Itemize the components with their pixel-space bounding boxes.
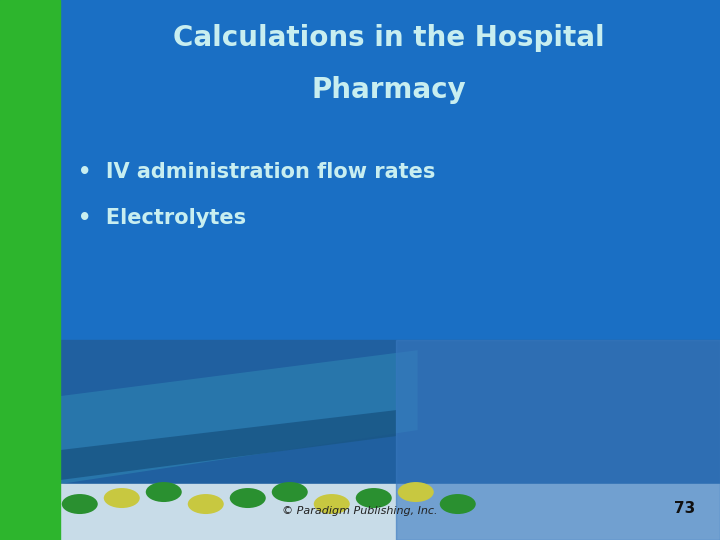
Ellipse shape [188,494,224,514]
Polygon shape [60,410,396,480]
Ellipse shape [397,482,433,502]
Text: Calculations in the Hospital: Calculations in the Hospital [173,24,605,52]
Bar [0,0,60,540]
Bar [60,340,720,540]
Text: •  Electrolytes: • Electrolytes [78,208,246,228]
Bar [396,340,720,540]
Ellipse shape [440,494,476,514]
Ellipse shape [145,482,181,502]
Text: •  IV administration flow rates: • IV administration flow rates [78,162,435,182]
Text: Pharmacy: Pharmacy [312,76,466,104]
Text: 73: 73 [673,501,695,516]
Text: © Paradigm Publishing, Inc.: © Paradigm Publishing, Inc. [282,505,438,516]
Polygon shape [60,350,418,484]
Ellipse shape [230,488,266,508]
Ellipse shape [314,494,350,514]
Bar [60,484,720,540]
Ellipse shape [62,494,98,514]
Ellipse shape [271,482,307,502]
Ellipse shape [104,488,140,508]
Ellipse shape [356,488,392,508]
Bar [60,0,720,151]
